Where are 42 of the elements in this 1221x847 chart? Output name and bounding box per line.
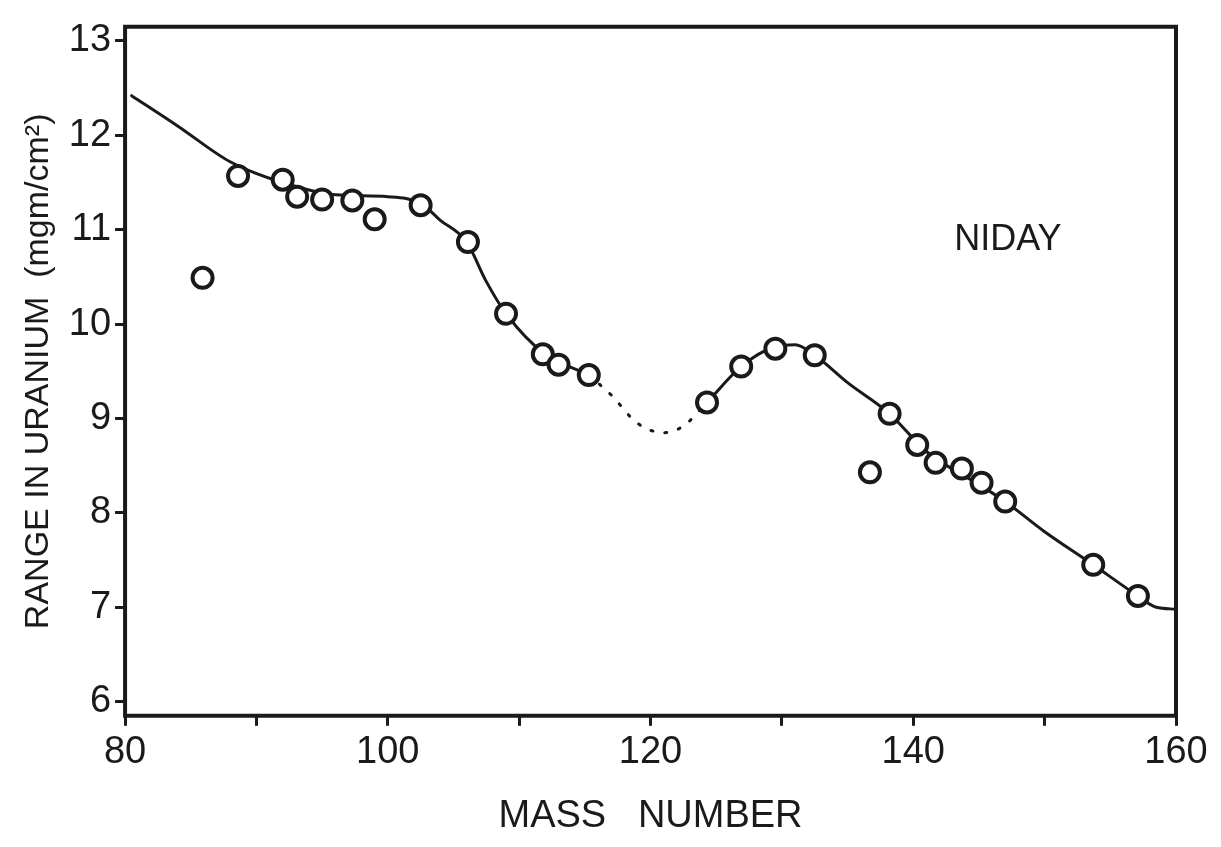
y-tick-label: 10 [68,300,112,343]
point [546,352,571,377]
point [763,336,788,361]
y-tick-label: 6 [89,678,112,721]
point [310,187,335,212]
point [362,207,387,232]
point [949,456,974,481]
point [270,167,295,192]
x-axis-title: MASS NUMBER [498,792,803,835]
point [1125,583,1150,608]
point [969,470,994,495]
point [285,184,310,209]
point [729,354,754,379]
y-tick-label: 13 [68,17,112,60]
y-tick-label: 9 [89,394,112,437]
point [190,265,215,290]
y-tick-label: 7 [89,583,112,626]
y-tick-label: 8 [89,489,112,532]
x-tick-label: 100 [356,729,420,772]
point [408,193,433,218]
y-tick-label: 12 [68,111,112,154]
x-tick-label: 140 [881,729,945,772]
point [877,401,902,426]
y-axis-title: RANGE IN URANIUM (mgm/cm²) [16,113,55,630]
point [494,301,519,326]
point [695,390,720,415]
annotation: NIDAY [954,217,1062,259]
point [857,460,882,485]
point [905,432,930,457]
point [1081,552,1106,577]
point [226,163,251,188]
point [530,342,555,367]
point [455,230,480,254]
point [802,343,827,368]
y-tick-label: 11 [71,206,112,249]
point [576,363,601,388]
point [993,489,1018,514]
point [923,450,948,475]
x-tick-label: 120 [618,729,683,772]
x-tick-label: 80 [103,729,147,772]
x-tick-label: 160 [1144,729,1208,772]
point [340,188,365,213]
